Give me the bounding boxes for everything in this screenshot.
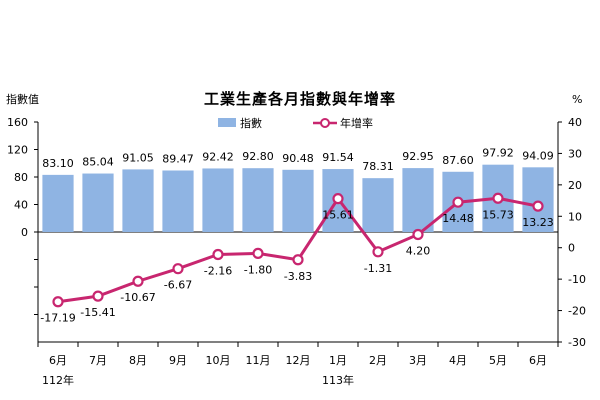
x-tick-label: 4月 bbox=[449, 354, 467, 367]
right-tick-label: 30 bbox=[568, 147, 582, 160]
growth-point bbox=[532, 200, 544, 212]
growth-point bbox=[292, 254, 304, 266]
right-tick-label: 0 bbox=[568, 242, 575, 255]
x-tick-label: 11月 bbox=[246, 354, 271, 367]
x-tick-label: 8月 bbox=[129, 354, 147, 367]
growth-point bbox=[92, 290, 104, 302]
line-value-label: 13.23 bbox=[522, 216, 554, 229]
right-tick-label: 10 bbox=[568, 210, 582, 223]
x-tick-label: 5月 bbox=[489, 354, 507, 367]
data-labels: 83.10 85.04 91.05 89.47 92.42 92.80 90.48 91.54… bbox=[40, 147, 553, 325]
line-value-label: 4.20 bbox=[406, 245, 431, 258]
bar bbox=[42, 174, 74, 232]
bar bbox=[82, 173, 114, 232]
left-tick-label: 160 bbox=[7, 116, 28, 129]
bar-value-label: 85.04 bbox=[82, 156, 114, 169]
bar-value-label: 92.42 bbox=[202, 150, 234, 163]
bar-value-label: 91.05 bbox=[122, 151, 154, 164]
bar bbox=[202, 168, 234, 232]
bar-value-label: 87.60 bbox=[442, 154, 474, 167]
legend-line-marker bbox=[320, 118, 330, 128]
bar bbox=[402, 168, 434, 232]
growth-point bbox=[332, 193, 344, 205]
x-tick-label: 2月 bbox=[369, 354, 387, 367]
bar bbox=[122, 169, 154, 232]
left-axis-label: 指數值 bbox=[6, 92, 39, 106]
bar bbox=[282, 169, 314, 232]
x-tick-label: 6月 bbox=[49, 354, 67, 367]
right-tick-label: 20 bbox=[568, 179, 582, 192]
growth-point bbox=[492, 192, 504, 204]
x-tick-label: 7月 bbox=[89, 354, 107, 367]
left-tick-label: 80 bbox=[14, 171, 28, 184]
legend-bar-label: 指數 bbox=[240, 116, 262, 130]
legend-line-label: 年增率 bbox=[340, 116, 373, 130]
left-tick-label: 120 bbox=[7, 144, 28, 157]
left-tick-label: 0 bbox=[21, 226, 28, 239]
bar-value-label: 91.54 bbox=[322, 151, 354, 164]
growth-point bbox=[452, 196, 464, 208]
bar-series bbox=[42, 164, 554, 232]
growth-point bbox=[52, 296, 64, 308]
x-tick-label: 12月 bbox=[286, 354, 311, 367]
x-tick-label: 10月 bbox=[206, 354, 231, 367]
growth-point bbox=[172, 263, 184, 275]
bar bbox=[362, 178, 394, 232]
growth-point bbox=[412, 228, 424, 241]
right-axis-label: % bbox=[572, 93, 582, 106]
bar-value-label: 78.31 bbox=[362, 160, 394, 173]
line-value-label: -1.31 bbox=[364, 262, 392, 275]
right-tick-label: -10 bbox=[568, 273, 586, 286]
legend: 指數 年增率 bbox=[218, 116, 373, 130]
bar-value-label: 92.95 bbox=[402, 150, 434, 163]
line-value-label: 15.73 bbox=[482, 208, 514, 221]
right-tick-label: 40 bbox=[568, 116, 582, 129]
bar bbox=[522, 167, 554, 232]
bar-value-label: 89.47 bbox=[162, 152, 194, 165]
bar-value-label: 83.10 bbox=[42, 157, 74, 170]
bar-value-label: 92.80 bbox=[242, 150, 274, 163]
line-value-label: 15.61 bbox=[322, 209, 354, 222]
x-tick-label: 3月 bbox=[409, 354, 427, 367]
x-axis-labels: 6月 7月 8月 9月 10月 11月 12月 1月 2月 3月 4月 5月 6月 112年 113年 bbox=[42, 354, 547, 387]
chart-title: 工業生產各月指數與年增率 bbox=[204, 90, 396, 108]
year-label: 112年 bbox=[42, 373, 74, 387]
legend-bar-swatch bbox=[218, 118, 236, 127]
right-tick-label: -30 bbox=[568, 336, 586, 349]
bar-value-label: 97.92 bbox=[482, 147, 514, 160]
line-value-label: -2.16 bbox=[204, 265, 232, 278]
x-tick-label: 9月 bbox=[169, 354, 187, 367]
line-value-label: -6.67 bbox=[164, 279, 192, 292]
growth-point bbox=[212, 248, 224, 261]
line-value-label: -10.67 bbox=[120, 291, 155, 304]
year-label: 113年 bbox=[322, 373, 354, 387]
line-value-label: -3.83 bbox=[284, 270, 312, 283]
line-series bbox=[52, 192, 544, 308]
bar-value-label: 90.48 bbox=[282, 152, 314, 165]
line-value-label: 14.48 bbox=[442, 212, 474, 225]
growth-point bbox=[132, 275, 144, 287]
growth-point bbox=[252, 247, 264, 259]
growth-point bbox=[372, 246, 384, 258]
bar-value-label: 94.09 bbox=[522, 149, 554, 162]
left-tick-label: 40 bbox=[14, 199, 28, 212]
line-value-label: -15.41 bbox=[80, 306, 115, 319]
line-value-label: -17.19 bbox=[40, 312, 75, 325]
bar bbox=[242, 168, 274, 232]
x-tick-label: 6月 bbox=[529, 354, 547, 367]
bar bbox=[162, 170, 194, 232]
x-tick-label: 1月 bbox=[329, 354, 347, 367]
right-tick-label: -20 bbox=[568, 305, 586, 318]
line-value-label: -1.80 bbox=[244, 263, 272, 276]
